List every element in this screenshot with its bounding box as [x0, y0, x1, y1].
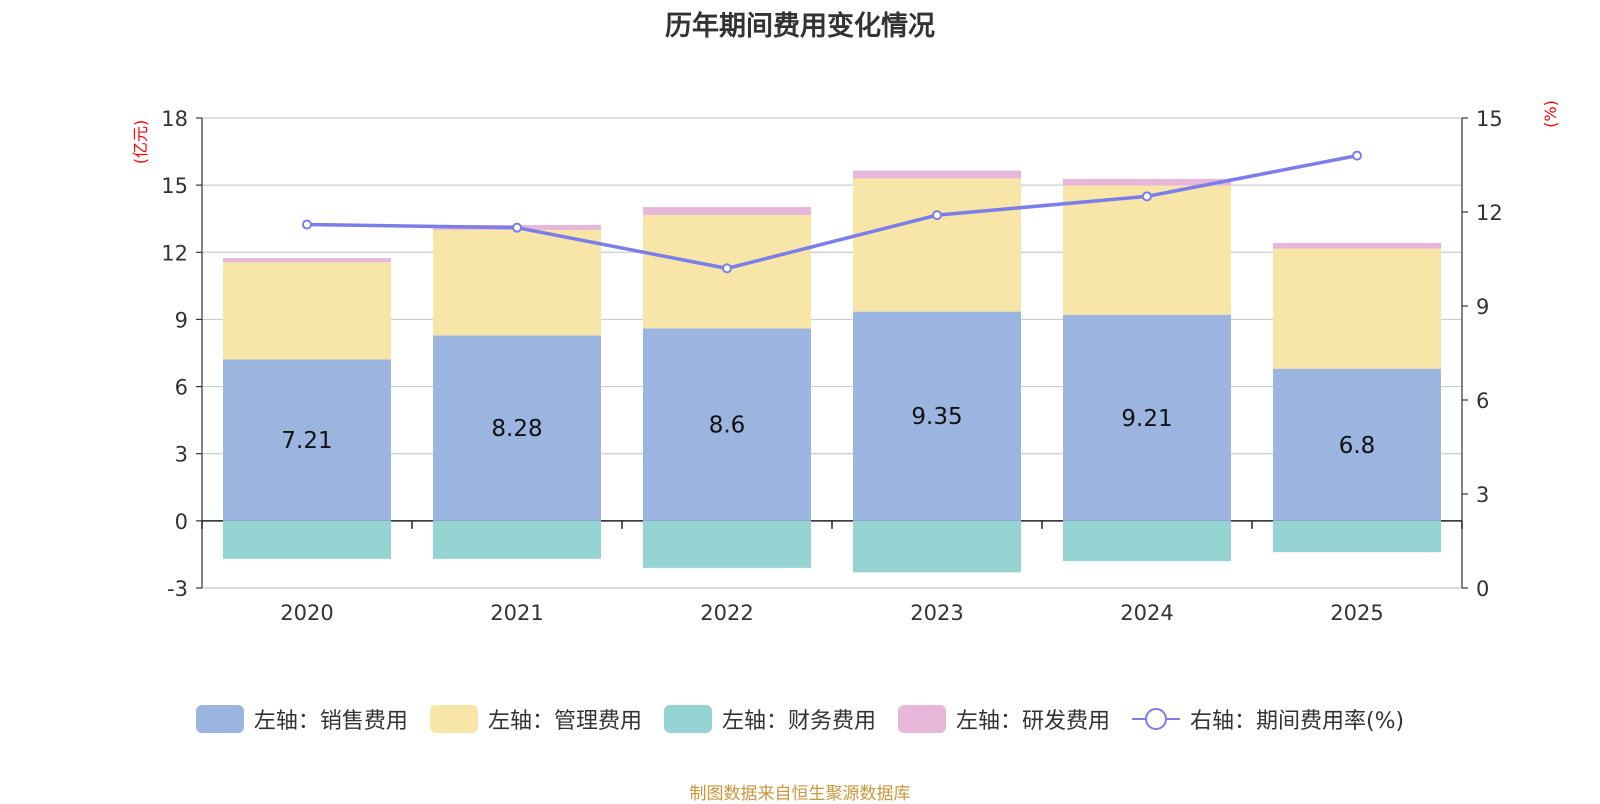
y-right-tick-label: 12: [1476, 201, 1503, 225]
line-rate-point: [722, 263, 732, 274]
line-rate: [306, 153, 1358, 271]
bar-finance: [853, 520, 1021, 573]
legend-item-rnd[interactable]: 左轴：研发费用: [897, 703, 1110, 735]
legend-line-circle-icon: [1131, 708, 1180, 730]
y-right-tick-label: 15: [1476, 107, 1503, 131]
bar-finance: [1063, 520, 1231, 562]
x-tick-label: 2025: [1330, 601, 1383, 625]
bar-rnd: [643, 207, 811, 215]
bar-value-label: 9.21: [1121, 406, 1172, 432]
y-right-tick-label: 9: [1476, 295, 1489, 319]
y-left-tick-label: 0: [175, 510, 188, 534]
bar-rnd: [1063, 178, 1231, 186]
bar-value-label: 8.6: [709, 413, 746, 439]
y-left-tick-label: 9: [175, 308, 188, 332]
source-note: 制图数据来自恒生聚源数据库: [689, 784, 911, 804]
line-rate-point: [932, 210, 942, 221]
y-right-tick-label: 3: [1476, 483, 1489, 507]
bar-admin: [223, 262, 391, 360]
line-rate-point: [302, 219, 312, 230]
x-tick-label: 2020: [280, 601, 333, 625]
bar-finance: [643, 520, 811, 568]
bar-sales: [223, 359, 391, 521]
x-tick-label: 2022: [700, 601, 753, 625]
legend-item-finance[interactable]: 左轴：财务费用: [663, 703, 876, 735]
line-rate-point: [1352, 150, 1362, 161]
chart-canvas: -3 0 3 6 9 12 15 18 0 3 6 9 12 15 (亿元) (%) 7.21 2020 8.28 2…: [131, 100, 1560, 625]
y-right-tick-label: 0: [1476, 577, 1489, 601]
chart-title: 历年期间费用变化情况: [665, 11, 935, 42]
bar-sales: [1063, 314, 1231, 521]
x-tick-label: 2024: [1120, 601, 1173, 625]
y-left-tick-label: 12: [161, 241, 188, 265]
bar-value-label: 8.28: [491, 416, 542, 442]
legend-label-admin: 左轴：管理费用: [487, 709, 642, 734]
bar-admin: [433, 229, 601, 336]
y-right-tick-label: 6: [1476, 389, 1489, 413]
y-left-tick-label: 18: [161, 107, 188, 131]
bar-admin: [1273, 248, 1441, 369]
y-right-unit: (%): [1541, 100, 1560, 128]
bar-admin: [1063, 185, 1231, 315]
legend-label-rate: 右轴：期间费用率(%): [1189, 709, 1405, 734]
legend-item-rate[interactable]: 右轴：期间费用率(%): [1131, 703, 1405, 735]
y-left-tick-label: -3: [167, 577, 188, 601]
legend-label-rnd: 左轴：研发费用: [955, 709, 1110, 734]
line-rate-point: [1142, 191, 1152, 202]
legend-label-finance: 左轴：财务费用: [721, 709, 876, 734]
legend-swatch-finance: [663, 705, 712, 733]
bar-rnd: [223, 258, 391, 263]
legend-label-sales: 左轴：销售费用: [253, 709, 408, 734]
bar-sales: [853, 311, 1021, 521]
legend-swatch-rnd: [897, 705, 946, 733]
bar-admin: [853, 178, 1021, 312]
bar-value-label: 7.21: [281, 428, 332, 454]
line-rate-point: [512, 222, 522, 233]
y-left-tick-label: 6: [175, 376, 188, 400]
y-left-unit: (亿元): [131, 120, 150, 165]
legend: 左轴：销售费用 左轴：管理费用 左轴：财务费用 左轴：研发费用 右轴：期间费用率…: [0, 703, 1600, 735]
y-left-tick-label: 3: [175, 443, 188, 467]
legend-item-sales[interactable]: 左轴：销售费用: [195, 703, 408, 735]
bar-rnd: [853, 170, 1021, 179]
x-tick-label: 2021: [490, 601, 543, 625]
bar-sales: [643, 328, 811, 521]
bar-rnd: [1273, 242, 1441, 249]
bar-finance: [1273, 520, 1441, 553]
legend-swatch-admin: [429, 705, 478, 733]
x-tick-label: 2023: [910, 601, 963, 625]
bar-value-label: 6.8: [1339, 433, 1376, 459]
bar-finance: [223, 520, 391, 559]
legend-swatch-sales: [195, 705, 244, 733]
bar-sales: [433, 335, 601, 521]
y-left-tick-label: 15: [161, 174, 188, 198]
bar-value-label: 9.35: [911, 404, 962, 430]
bar-sales: [1273, 368, 1441, 521]
bar-finance: [433, 520, 601, 559]
legend-item-admin[interactable]: 左轴：管理费用: [429, 703, 642, 735]
